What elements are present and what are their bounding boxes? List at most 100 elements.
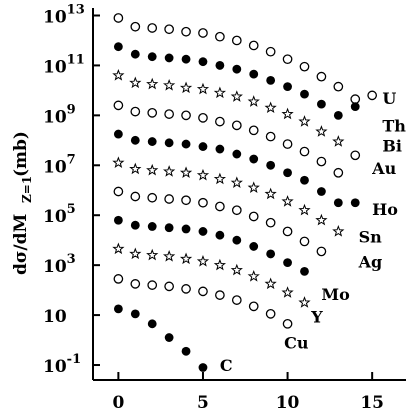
- data-points: [112, 13, 378, 372]
- x-tick-label: 0: [112, 393, 124, 413]
- data-point: [231, 295, 242, 305]
- data-point: [300, 175, 309, 185]
- data-point: [181, 224, 191, 234]
- data-point: [196, 82, 210, 95]
- data-point: [299, 236, 310, 247]
- data-point: [230, 263, 243, 276]
- data-point: [248, 125, 259, 136]
- series-label-au: Au: [371, 159, 396, 178]
- data-point: [333, 110, 343, 120]
- series-label-mo: Mo: [321, 285, 350, 304]
- data-point: [248, 301, 259, 312]
- data-point: [283, 168, 292, 178]
- data-point: [147, 222, 157, 231]
- data-point: [350, 150, 361, 161]
- data-point: [232, 235, 242, 245]
- data-point: [164, 138, 174, 148]
- series-label-sn: Sn: [359, 227, 383, 246]
- data-point: [130, 309, 140, 319]
- data-point: [196, 254, 210, 267]
- data-point: [264, 101, 277, 114]
- series-label-u: U: [382, 89, 396, 108]
- data-point: [163, 78, 176, 91]
- data-point: [112, 68, 125, 81]
- data-point: [283, 258, 292, 268]
- data-point: [265, 46, 276, 57]
- data-point: [264, 187, 277, 200]
- data-point: [230, 176, 243, 188]
- data-point: [147, 137, 157, 146]
- data-point: [164, 223, 174, 233]
- data-point: [198, 142, 208, 151]
- data-point: [215, 31, 225, 42]
- y-tick-label: 1011: [43, 52, 85, 77]
- data-point: [112, 156, 125, 168]
- series-label-y: Y: [310, 307, 323, 326]
- data-point: [129, 162, 142, 175]
- data-point: [164, 109, 174, 119]
- data-point: [298, 115, 311, 127]
- data-point: [282, 139, 293, 149]
- data-point: [281, 107, 294, 120]
- data-point: [130, 135, 140, 145]
- data-point: [298, 296, 311, 308]
- data-point: [298, 203, 311, 216]
- data-point: [130, 191, 141, 202]
- data-point: [232, 149, 242, 159]
- data-point: [163, 249, 176, 262]
- data-point: [112, 242, 125, 255]
- data-point: [249, 242, 259, 251]
- data-point: [164, 24, 174, 35]
- data-point: [282, 54, 293, 65]
- data-point: [350, 102, 360, 112]
- x-axis-ticks: 0 5 10 15: [112, 372, 384, 413]
- data-point: [181, 195, 191, 206]
- y-tick-label: 10: [43, 307, 67, 327]
- data-point: [164, 194, 174, 204]
- data-point: [317, 187, 326, 196]
- data-point: [113, 186, 124, 197]
- data-point: [113, 274, 124, 284]
- data-point: [247, 269, 260, 282]
- data-point: [113, 304, 123, 314]
- data-point: [147, 52, 157, 62]
- series-y: [112, 242, 311, 308]
- data-point: [266, 160, 276, 170]
- data-point: [196, 168, 210, 181]
- y-tick-label: 10-1: [43, 352, 81, 377]
- data-point: [316, 71, 327, 82]
- y-tick-label: 105: [43, 202, 76, 227]
- data-point: [181, 26, 191, 37]
- axes-frame: [92, 8, 406, 381]
- data-point: [215, 144, 225, 154]
- data-point: [248, 40, 259, 51]
- y-axis-label-main: dσ/dM: [11, 213, 31, 275]
- data-point: [281, 286, 294, 298]
- data-point: [129, 247, 142, 260]
- series-sn: [112, 156, 345, 237]
- data-point: [198, 286, 208, 297]
- data-point: [300, 266, 309, 276]
- y-tick-label: 109: [43, 102, 76, 127]
- data-point: [130, 106, 141, 117]
- data-point: [146, 163, 159, 176]
- data-point: [215, 116, 225, 127]
- data-point: [113, 13, 124, 23]
- data-point: [147, 280, 158, 290]
- data-point: [163, 165, 176, 177]
- data-point: [231, 120, 242, 131]
- data-point: [198, 197, 208, 208]
- data-point: [299, 146, 310, 157]
- data-point: [300, 89, 309, 99]
- data-point: [181, 110, 191, 121]
- data-point: [332, 225, 345, 237]
- data-point: [113, 100, 124, 111]
- series-cu: [113, 274, 293, 329]
- data-point: [231, 205, 242, 216]
- data-point: [350, 198, 360, 208]
- data-point: [198, 113, 208, 123]
- series-c: [113, 304, 208, 372]
- y-tick-label: 103: [43, 252, 76, 277]
- data-point: [316, 246, 327, 257]
